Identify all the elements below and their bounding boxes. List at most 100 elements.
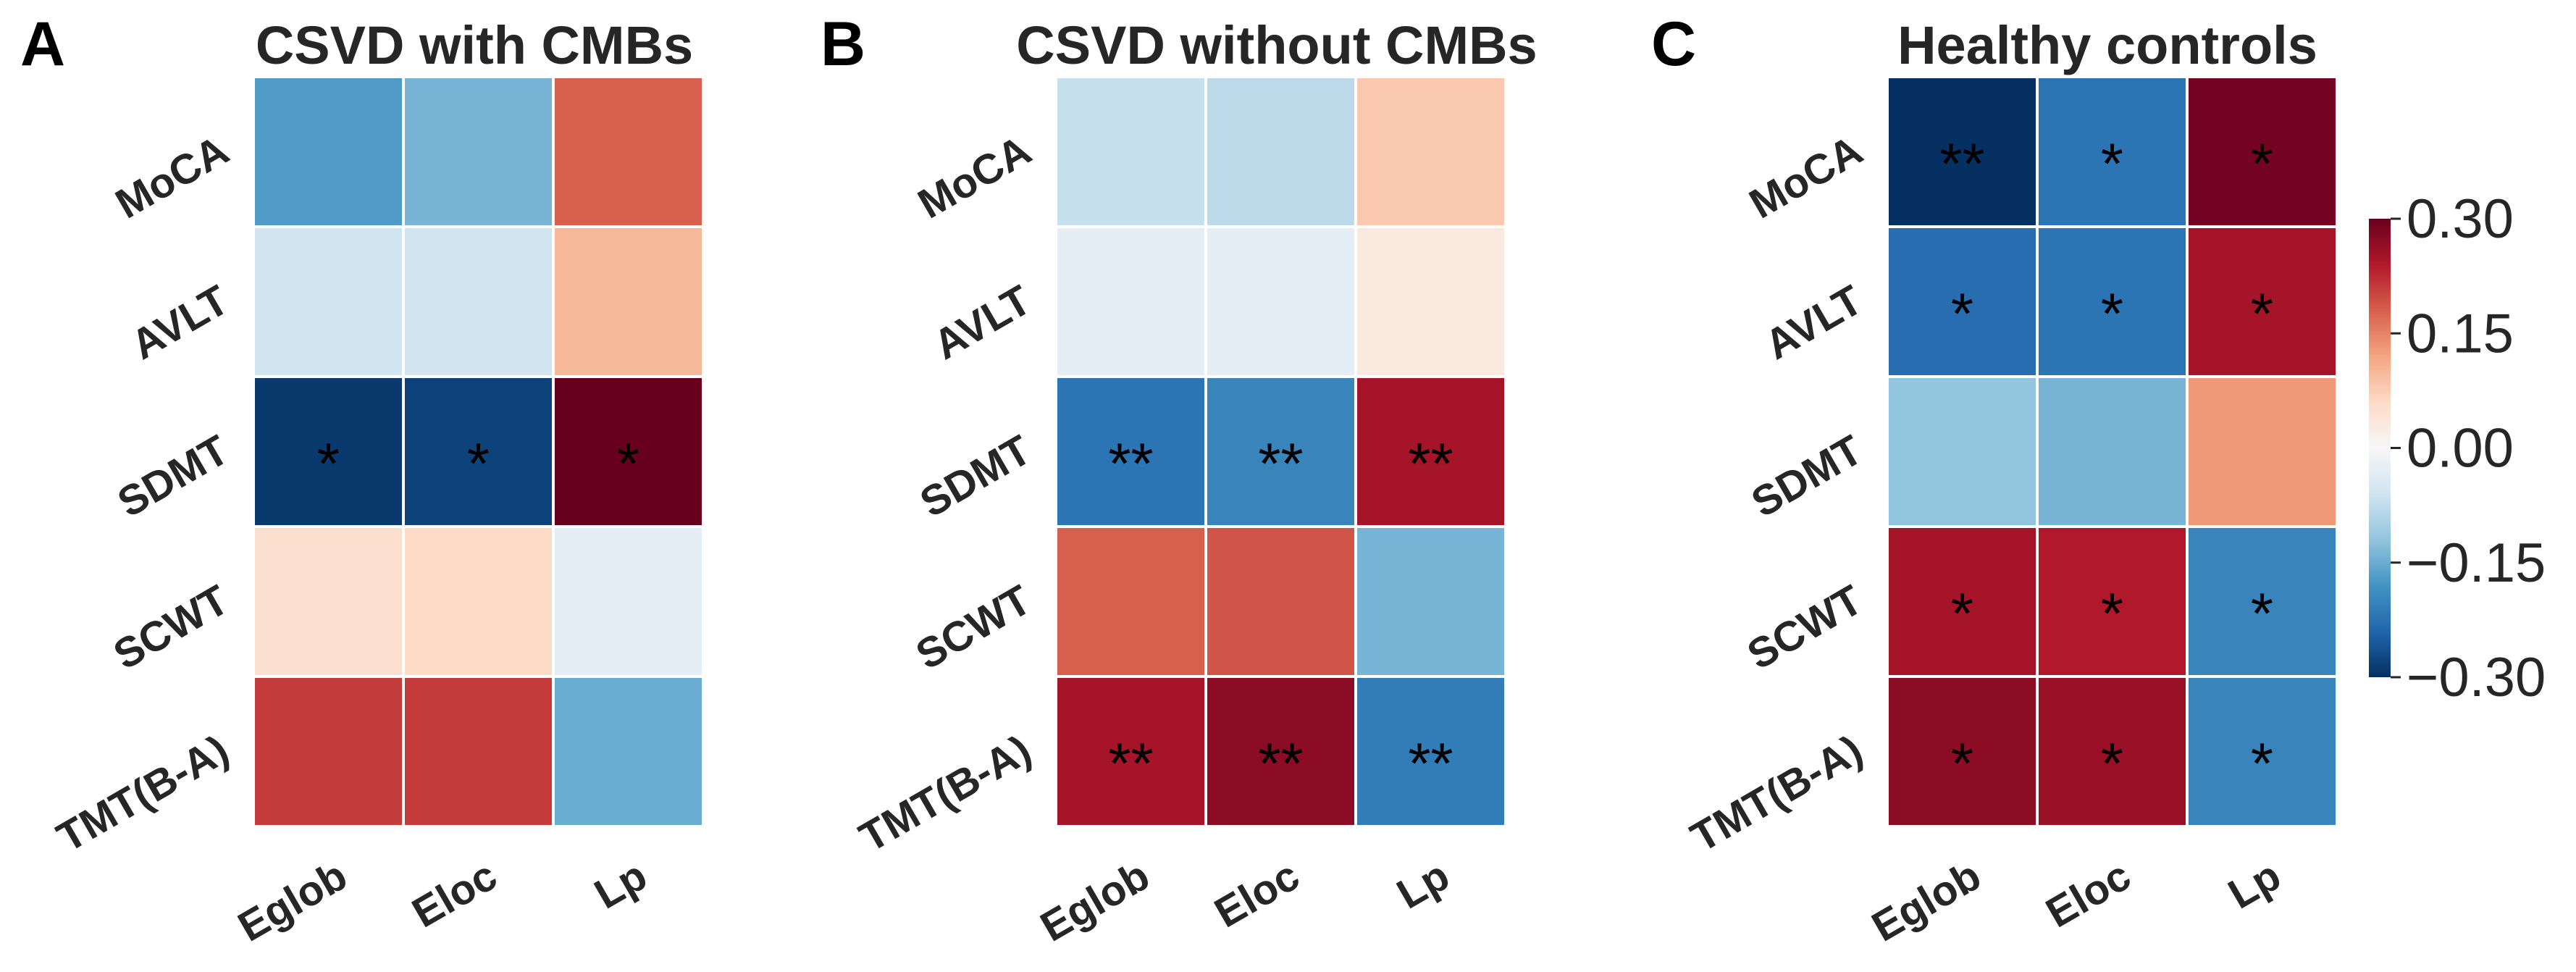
heatmap-cell xyxy=(1886,75,2039,228)
panel-letter: B xyxy=(821,9,865,79)
significance-mark: * xyxy=(2251,282,2273,346)
colorbar-gradient xyxy=(2369,219,2391,677)
significance-mark: ** xyxy=(1108,732,1153,796)
heatmap-cell xyxy=(1354,225,1507,378)
x-tick-label: Eloc xyxy=(404,852,505,937)
heatmap-cell xyxy=(1204,75,1357,228)
significance-mark: ** xyxy=(1258,432,1303,496)
panel-letter: A xyxy=(20,9,65,79)
panel-letter: C xyxy=(1651,9,1696,79)
heatmap-cell xyxy=(2186,525,2338,678)
heatmap-cell xyxy=(1354,375,1507,528)
y-tick-label: TMT(B-A) xyxy=(852,726,1039,861)
heatmap-cell xyxy=(402,375,555,528)
heatmap-cell xyxy=(402,75,555,228)
heatmap-cell xyxy=(252,525,405,678)
y-tick-label: AVLT xyxy=(123,276,236,369)
heatmap-cell xyxy=(1886,375,2039,528)
y-tick-label: AVLT xyxy=(926,276,1039,369)
heatmap-panel-c: C Healthy controls** * ** * ** * ** * *MoCAAVLTSD… xyxy=(1651,9,2338,951)
heatmap-cell xyxy=(402,675,555,828)
significance-mark: * xyxy=(2101,732,2123,796)
x-tick-label: Eglob xyxy=(1864,852,1989,951)
heatmap-cell xyxy=(1204,675,1357,828)
heatmap-cell xyxy=(252,375,405,528)
heatmap-cell xyxy=(1054,225,1207,378)
heatmap-cell xyxy=(2186,675,2338,828)
y-tick-label: TMT(B-A) xyxy=(49,726,236,861)
x-tick-label: Eloc xyxy=(2038,852,2139,937)
y-tick-label: SDMT xyxy=(110,426,237,526)
significance-mark: * xyxy=(317,432,340,496)
heatmap-cell xyxy=(552,225,705,378)
panel-title: CSVD with CMBs xyxy=(256,15,693,75)
y-tick-label: MoCA xyxy=(910,126,1039,227)
y-tick-label: SDMT xyxy=(912,426,1039,526)
y-tick-label: SCWT xyxy=(106,576,236,679)
heatmap-cell xyxy=(2036,525,2189,678)
x-tick-label: Lp xyxy=(2220,852,2288,918)
significance-mark: ** xyxy=(1408,732,1453,796)
y-tick-label: SCWT xyxy=(1740,576,1870,679)
x-tick-label: Eglob xyxy=(230,852,355,951)
significance-mark: * xyxy=(2101,282,2123,346)
heatmap-cell xyxy=(252,675,405,828)
significance-mark: ** xyxy=(1939,132,1984,196)
heatmap-cell xyxy=(1886,525,2039,678)
panel-title: Healthy controls xyxy=(1897,15,2317,75)
heatmap-cell xyxy=(2186,75,2338,228)
y-tick-label: SCWT xyxy=(908,576,1039,679)
significance-mark: * xyxy=(617,432,639,496)
heatmap-cell xyxy=(552,675,705,828)
heatmap-panel-a: A CSVD with CMBs * * * MoCA AVLT SDMT SCWT TMT(B-… xyxy=(20,9,705,951)
heatmap-cell xyxy=(552,525,705,678)
heatmap-cell xyxy=(552,375,705,528)
significance-mark: * xyxy=(2251,132,2273,196)
heatmap-cell xyxy=(2186,375,2338,528)
colorbar-tick-label: 0.00 xyxy=(2407,418,2514,479)
colorbar-tick-label: 0.30 xyxy=(2407,188,2514,250)
heatmap-cell xyxy=(402,225,555,378)
colorbar-tick-label: 0.15 xyxy=(2407,303,2514,364)
heatmap-panel-b: B CSVD without CMBs ** ** ** ** ** ** MoCA AVLT SD… xyxy=(821,9,1537,951)
significance-mark: * xyxy=(1951,582,1973,646)
significance-mark: * xyxy=(1951,282,1973,346)
heatmap-cell xyxy=(402,525,555,678)
heatmap-cell xyxy=(2036,675,2189,828)
y-tick-label: MoCA xyxy=(108,126,237,227)
x-tick-label: Lp xyxy=(1389,852,1457,918)
significance-mark: * xyxy=(1951,732,1973,796)
heatmap-cell xyxy=(252,225,405,378)
y-tick-label: TMT(B-A) xyxy=(1683,726,1870,861)
significance-mark: * xyxy=(2101,132,2123,196)
heatmap-cell xyxy=(1054,525,1207,678)
heatmap-cell xyxy=(1054,75,1207,228)
x-tick-label: Lp xyxy=(587,852,655,918)
significance-mark: * xyxy=(2101,582,2123,646)
y-tick-label: MoCA xyxy=(1742,126,1871,227)
panel-title: CSVD without CMBs xyxy=(1016,15,1537,75)
heatmap-cell xyxy=(252,75,405,228)
colorbar-tick-label: −0.30 xyxy=(2407,647,2546,708)
y-tick-label: SDMT xyxy=(1744,426,1871,526)
significance-mark: * xyxy=(467,432,490,496)
heatmap-cell xyxy=(2036,375,2189,528)
x-tick-label: Eglob xyxy=(1033,852,1157,951)
heatmap-cell xyxy=(2036,225,2189,378)
heatmap-cell xyxy=(1354,75,1507,228)
heatmap-cell xyxy=(552,75,705,228)
y-tick-label: AVLT xyxy=(1757,276,1870,369)
heatmap-cell xyxy=(1354,675,1507,828)
heatmap-cell xyxy=(1204,225,1357,378)
significance-mark: * xyxy=(2251,732,2273,796)
significance-mark: * xyxy=(2251,582,2273,646)
heatmap-cell xyxy=(1054,675,1207,828)
heatmap-cell xyxy=(1886,675,2039,828)
colorbar-tick-label: −0.15 xyxy=(2407,532,2546,594)
significance-mark: ** xyxy=(1108,432,1153,496)
heatmap-cell xyxy=(1354,525,1507,678)
x-tick-label: Eloc xyxy=(1207,852,1307,937)
significance-mark: ** xyxy=(1408,432,1453,496)
